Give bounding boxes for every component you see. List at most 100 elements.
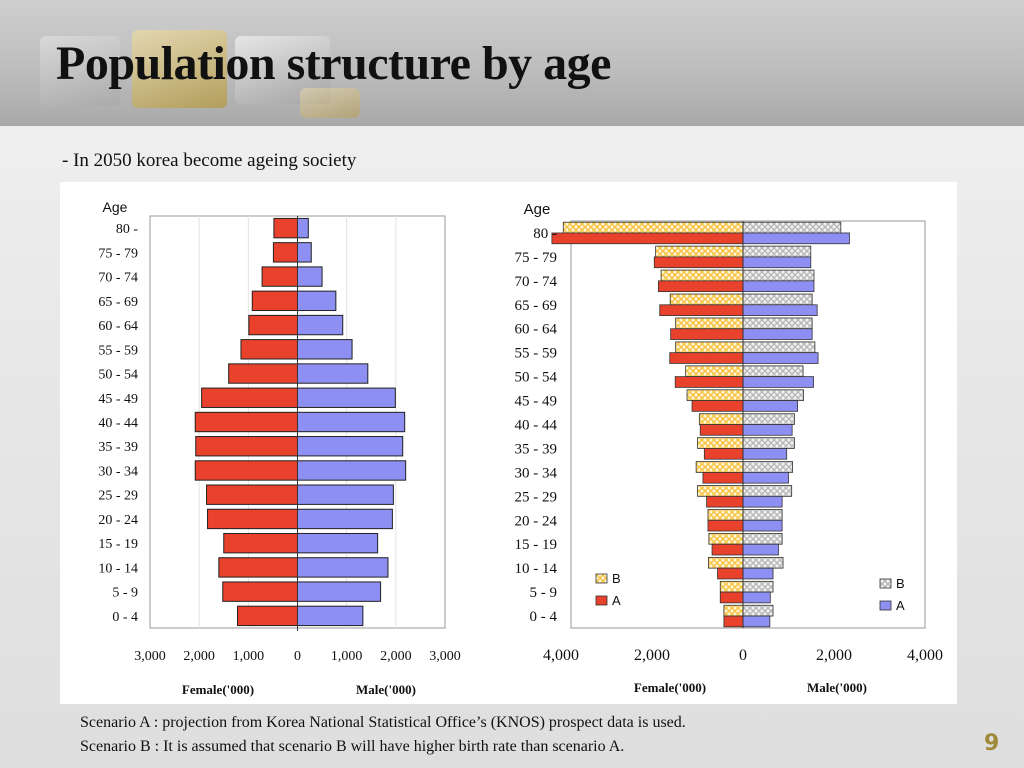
chart2-female-a-bar xyxy=(703,448,744,460)
chart1-female-bar xyxy=(194,460,299,481)
page-number: 9 xyxy=(984,731,1000,756)
chart2-male-a-bar xyxy=(742,471,789,484)
chart2-male-a-bar xyxy=(742,376,814,388)
chart1-female-bar xyxy=(273,217,298,239)
chart2-age-label: 35 - 39 xyxy=(515,441,558,457)
chart2-age-label: 75 - 79 xyxy=(515,250,558,266)
chart2-age-label: 55 - 59 xyxy=(515,346,558,362)
chart1-x-tick-label: 2,000 xyxy=(183,649,215,664)
chart2-female-b-bar xyxy=(562,221,744,234)
chart1-male-bar xyxy=(297,557,389,578)
chart2-male-a-bar xyxy=(742,352,819,364)
chart1-age-label: 45 - 49 xyxy=(98,392,138,407)
chart1-male-bar xyxy=(297,339,353,360)
chart2-age-label: 60 - 64 xyxy=(515,322,558,338)
chart2-male-a-bar xyxy=(742,232,850,245)
chart1-age-label: 60 - 64 xyxy=(98,319,138,334)
chart1-x-tick-label: 2,000 xyxy=(380,649,412,664)
chart2-female-b-bar xyxy=(675,341,744,354)
chart1-female-bar xyxy=(251,290,298,312)
chart2-male-b-bar xyxy=(742,389,804,401)
chart2-age-label: 50 - 54 xyxy=(515,370,558,386)
chart2-female-a-bar xyxy=(723,615,744,628)
chart1-age-label: 15 - 19 xyxy=(98,537,138,552)
chart2-male-a-bar xyxy=(742,615,771,628)
chart1-female-bar xyxy=(272,242,299,263)
chart2-x-tick-label: 2,000 xyxy=(816,647,852,664)
chart2-female-b-bar xyxy=(686,389,744,401)
chart2-female-b-bar xyxy=(708,533,744,545)
chart2-male-a-bar xyxy=(742,424,793,436)
chart2-female-b-bar xyxy=(685,365,744,378)
chart2-x-tick-label: 2,000 xyxy=(634,647,670,664)
chart2-male-b-bar xyxy=(742,245,812,258)
chart1-age-label: 70 - 74 xyxy=(98,271,138,286)
chart1-x-tick-label: 3,000 xyxy=(134,649,166,664)
chart2-female-b-bar xyxy=(719,580,744,593)
chart2-female-a-bar xyxy=(706,495,744,508)
chart1-male-bar xyxy=(297,581,382,602)
chart1-x-tick-label: 1,000 xyxy=(331,649,363,664)
chart2-female-a-bar xyxy=(659,304,744,316)
chart2-male-b-bar xyxy=(742,509,783,521)
chart2-female-a-bar xyxy=(699,424,744,436)
chart1-male-bar xyxy=(297,532,379,554)
chart2-legend-female-b-label: B xyxy=(612,571,621,586)
chart2-female-b-bar xyxy=(675,317,744,330)
chart2-age-axis-title: Age xyxy=(524,201,551,218)
chart2-legend-female-a-label: A xyxy=(612,593,621,608)
chart2-male-b-bar xyxy=(742,461,793,473)
chart1-age-label: 55 - 59 xyxy=(98,343,138,358)
chart1-age-label: 75 - 79 xyxy=(98,246,138,261)
chart2-age-label: 45 - 49 xyxy=(515,394,558,410)
chart2-female-b-bar xyxy=(695,461,744,473)
chart2-female-a-bar xyxy=(674,376,744,388)
decorative-cube-small xyxy=(300,88,360,118)
chart2-x-tick-label: 4,000 xyxy=(543,647,579,664)
chart1-age-label: 0 - 4 xyxy=(112,610,138,625)
chart2-legend-female-a-swatch xyxy=(595,595,608,606)
chart2-female-axis-title: Female('000) xyxy=(634,680,706,695)
chart2-male-b-bar xyxy=(742,317,813,330)
chart2-legend-male-b-label: B xyxy=(896,576,905,591)
chart1-male-bar xyxy=(297,314,344,336)
decorative-cube-gold xyxy=(132,30,227,108)
chart2-age-label: 5 - 9 xyxy=(530,585,558,601)
chart1-male-bar xyxy=(297,387,396,408)
chart2-male-a-bar xyxy=(742,304,818,316)
chart1-male-bar xyxy=(297,363,369,384)
chart2-age-label: 25 - 29 xyxy=(515,489,558,505)
chart2-female-a-bar xyxy=(711,543,744,556)
chart2-male-b-bar xyxy=(742,269,815,282)
chart1-female-bar xyxy=(228,363,299,384)
chart2-female-a-bar xyxy=(670,328,744,340)
chart1-age-label: 40 - 44 xyxy=(98,416,138,431)
chart2-female-a-bar xyxy=(717,567,744,580)
chart1-female-bar xyxy=(194,411,299,433)
chart2-female-a-bar xyxy=(653,256,744,269)
chart1-female-bar xyxy=(237,605,298,627)
chart1-x-tick-label: 0 xyxy=(294,649,301,664)
chart2-legend-female-b-swatch xyxy=(595,573,608,584)
chart1-male-bar xyxy=(297,266,323,287)
chart2-male-a-bar xyxy=(742,280,815,293)
chart1-age-label: 10 - 14 xyxy=(98,561,138,576)
chart1-age-label: 25 - 29 xyxy=(98,489,138,504)
chart2-male-b-bar xyxy=(742,604,774,617)
chart1-male-bar xyxy=(297,242,312,263)
chart1-female-bar xyxy=(195,436,299,457)
chart2-male-b-bar xyxy=(742,293,813,306)
chart2-age-label: 30 - 34 xyxy=(515,465,558,481)
chart2-legend-male-a-swatch xyxy=(879,600,892,611)
chart2-male-b-bar xyxy=(742,437,795,449)
chart2-female-b-bar xyxy=(697,437,744,449)
chart2-male-a-bar xyxy=(742,591,771,604)
slide-title: Population structure by age xyxy=(56,37,611,90)
chart2-age-label: 40 - 44 xyxy=(515,418,558,434)
chart1-male-bar xyxy=(297,217,309,239)
chart2-male-b-bar xyxy=(742,556,784,569)
chart2-male-b-bar xyxy=(742,485,793,497)
chart1-female-bar xyxy=(223,532,298,554)
chart1-age-label: 80 - xyxy=(116,222,139,237)
chart1-age-label: 65 - 69 xyxy=(98,295,138,310)
